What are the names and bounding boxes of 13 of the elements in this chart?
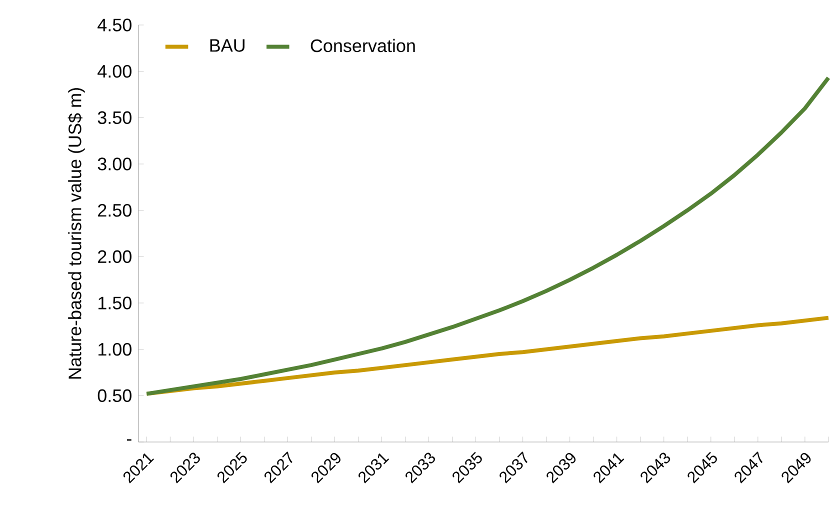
y-tick-label: 3.00	[98, 158, 132, 170]
y-tick-label: 2.50	[98, 204, 132, 217]
y-tick-label: 4.50	[98, 18, 132, 32]
y-axis-title: Nature-based tourism value (US$ m)	[68, 88, 85, 379]
y-tick-label: 3.50	[98, 111, 132, 124]
y-tick-label: 4.00	[98, 64, 132, 78]
y-tick-label: 1.50	[98, 296, 132, 310]
y-tick-label: -	[126, 439, 132, 441]
legend-label: BAU	[210, 39, 244, 52]
y-tick-label: 1.00	[98, 342, 132, 356]
y-tick-label: 0.50	[98, 389, 132, 402]
y-tick-label: 2.00	[98, 250, 132, 264]
legend-label: Conservation	[310, 38, 415, 52]
